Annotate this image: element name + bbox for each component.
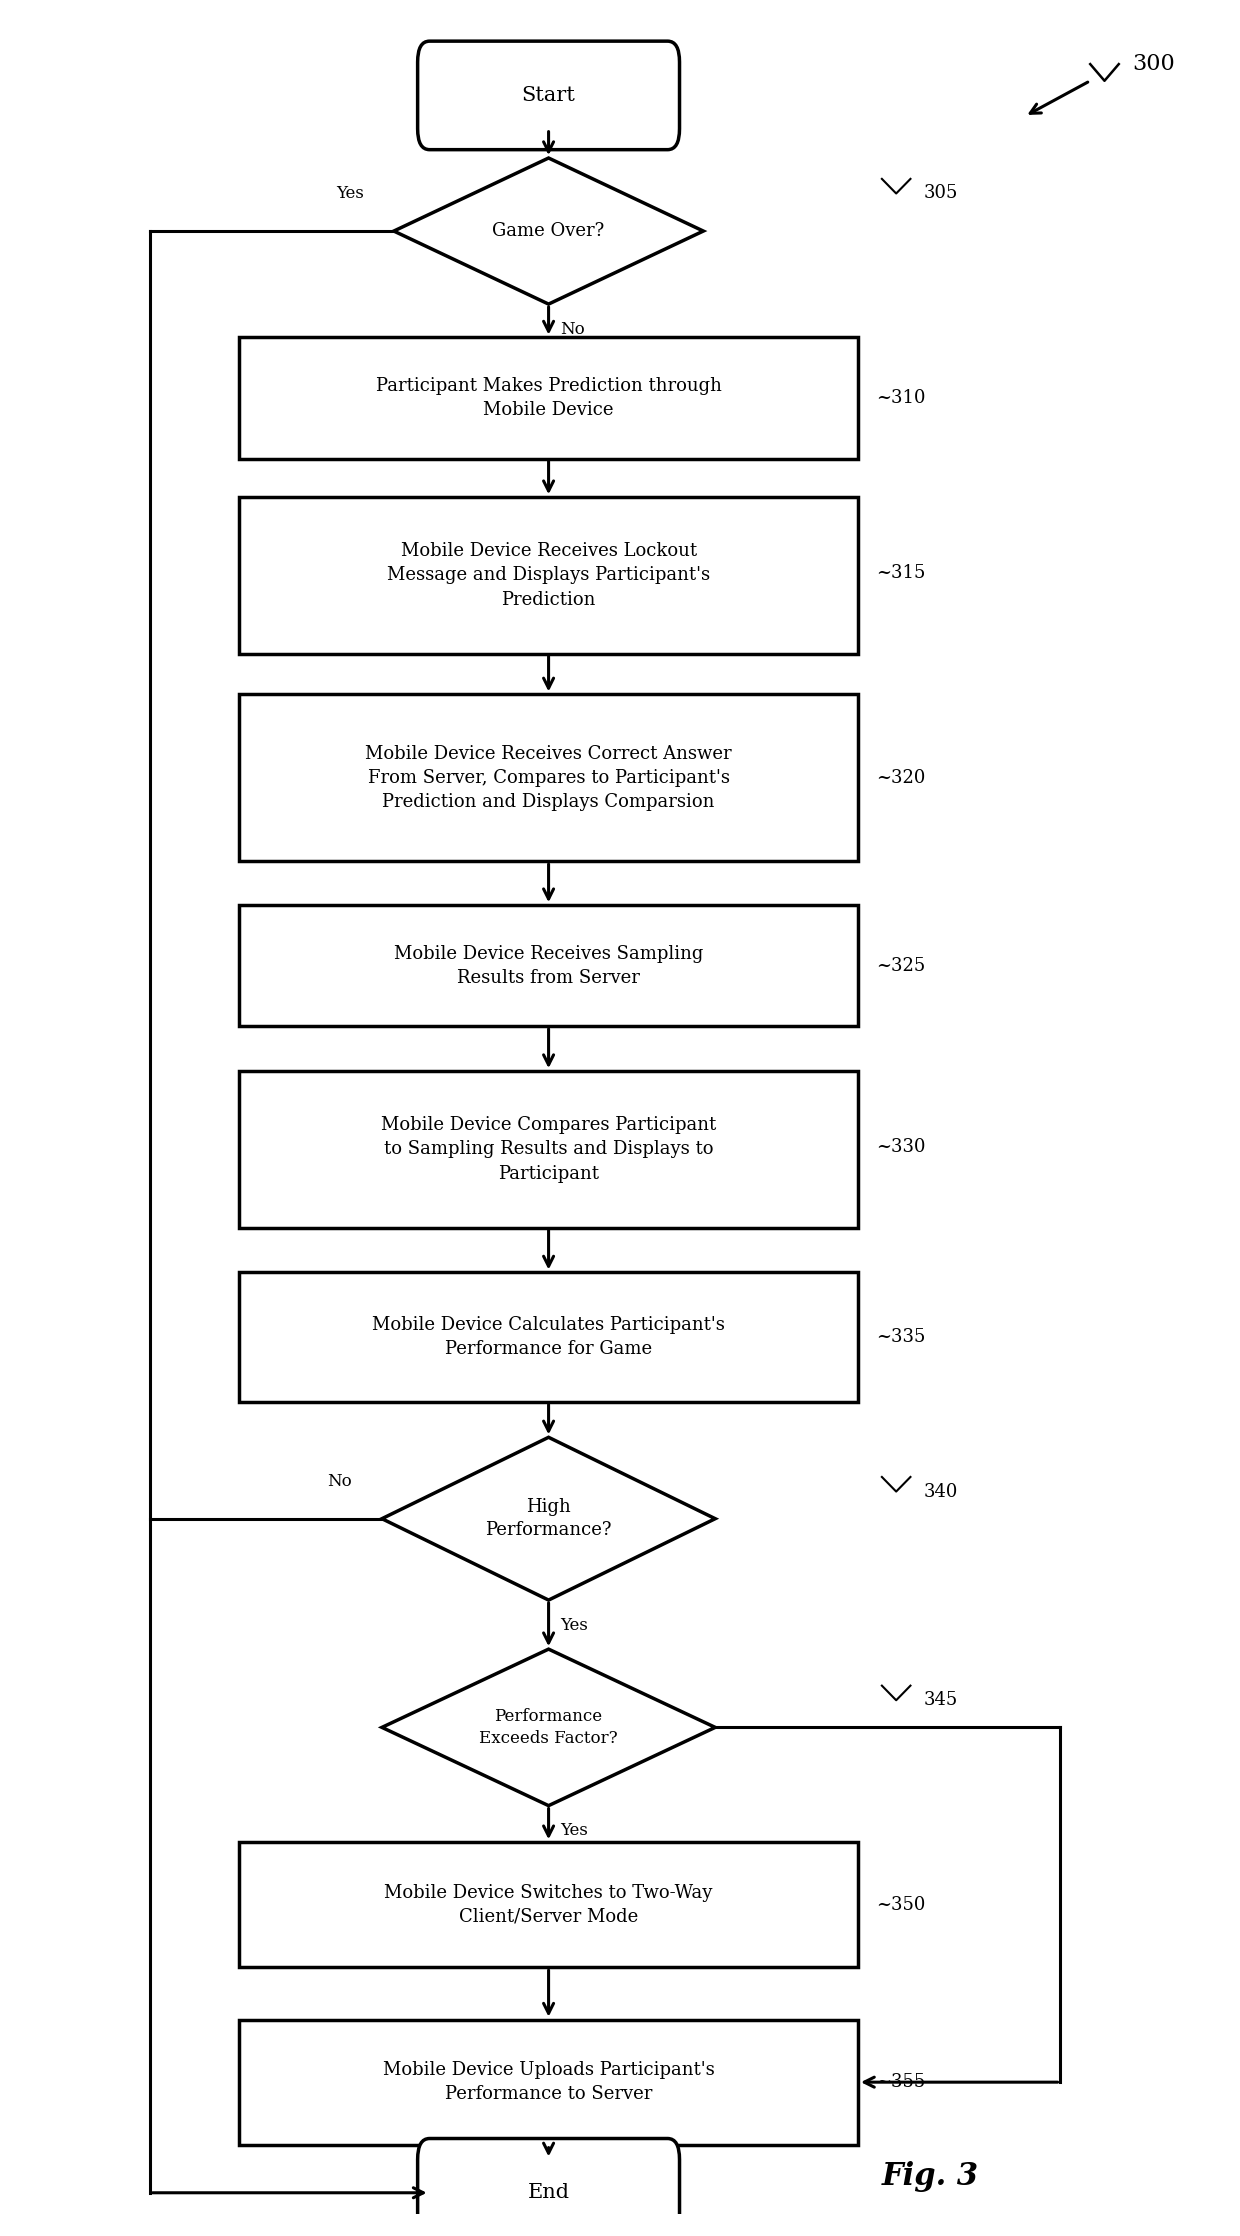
- Text: Participant Makes Prediction through
Mobile Device: Participant Makes Prediction through Mob…: [376, 378, 722, 418]
- Text: ~325: ~325: [875, 957, 925, 975]
- Text: ~320: ~320: [875, 769, 925, 787]
- Text: Yes: Yes: [560, 1617, 588, 1635]
- Bar: [239, 496, 858, 653]
- Text: 300: 300: [1132, 54, 1174, 76]
- Polygon shape: [382, 1650, 715, 1807]
- Text: Yes: Yes: [336, 186, 365, 201]
- Text: ~355: ~355: [875, 2073, 925, 2091]
- Text: Mobile Device Receives Lockout
Message and Displays Participant's
Prediction: Mobile Device Receives Lockout Message a…: [387, 541, 711, 608]
- Polygon shape: [382, 1438, 715, 1601]
- Text: No: No: [560, 320, 585, 338]
- Text: Mobile Device Receives Correct Answer
From Server, Compares to Participant's
Pre: Mobile Device Receives Correct Answer Fr…: [366, 745, 732, 812]
- Bar: [239, 906, 858, 1026]
- Text: Mobile Device Uploads Participant's
Performance to Server: Mobile Device Uploads Participant's Perf…: [383, 2062, 714, 2104]
- FancyBboxPatch shape: [418, 2138, 680, 2236]
- Bar: [239, 695, 858, 861]
- Text: 345: 345: [924, 1690, 957, 1708]
- Text: High
Performance?: High Performance?: [485, 1498, 611, 1538]
- Text: Start: Start: [522, 85, 575, 105]
- Text: ~350: ~350: [875, 1896, 925, 1914]
- Text: ~310: ~310: [875, 389, 925, 407]
- Text: Mobile Device Calculates Participant's
Performance for Game: Mobile Device Calculates Participant's P…: [372, 1317, 725, 1357]
- Text: No: No: [327, 1474, 352, 1489]
- Text: Game Over?: Game Over?: [492, 221, 605, 239]
- Text: 305: 305: [924, 186, 959, 203]
- Text: ~315: ~315: [875, 563, 925, 581]
- Text: Mobile Device Compares Participant
to Sampling Results and Displays to
Participa: Mobile Device Compares Participant to Sa…: [381, 1116, 717, 1183]
- Polygon shape: [394, 159, 703, 304]
- Text: Yes: Yes: [560, 1822, 588, 1840]
- Text: End: End: [527, 2182, 569, 2202]
- Bar: [239, 1272, 858, 1402]
- Bar: [239, 1842, 858, 1968]
- Text: ~330: ~330: [875, 1138, 925, 1156]
- Bar: [239, 2019, 858, 2144]
- Text: ~335: ~335: [875, 1328, 925, 1346]
- Bar: [239, 338, 858, 458]
- Text: Fig. 3: Fig. 3: [882, 2160, 980, 2191]
- Bar: [239, 1071, 858, 1228]
- FancyBboxPatch shape: [418, 40, 680, 150]
- Text: Performance
Exceeds Factor?: Performance Exceeds Factor?: [480, 1708, 618, 1746]
- Text: Mobile Device Switches to Two-Way
Client/Server Mode: Mobile Device Switches to Two-Way Client…: [384, 1883, 713, 1925]
- Text: 340: 340: [924, 1482, 959, 1500]
- Text: Mobile Device Receives Sampling
Results from Server: Mobile Device Receives Sampling Results …: [394, 944, 703, 986]
